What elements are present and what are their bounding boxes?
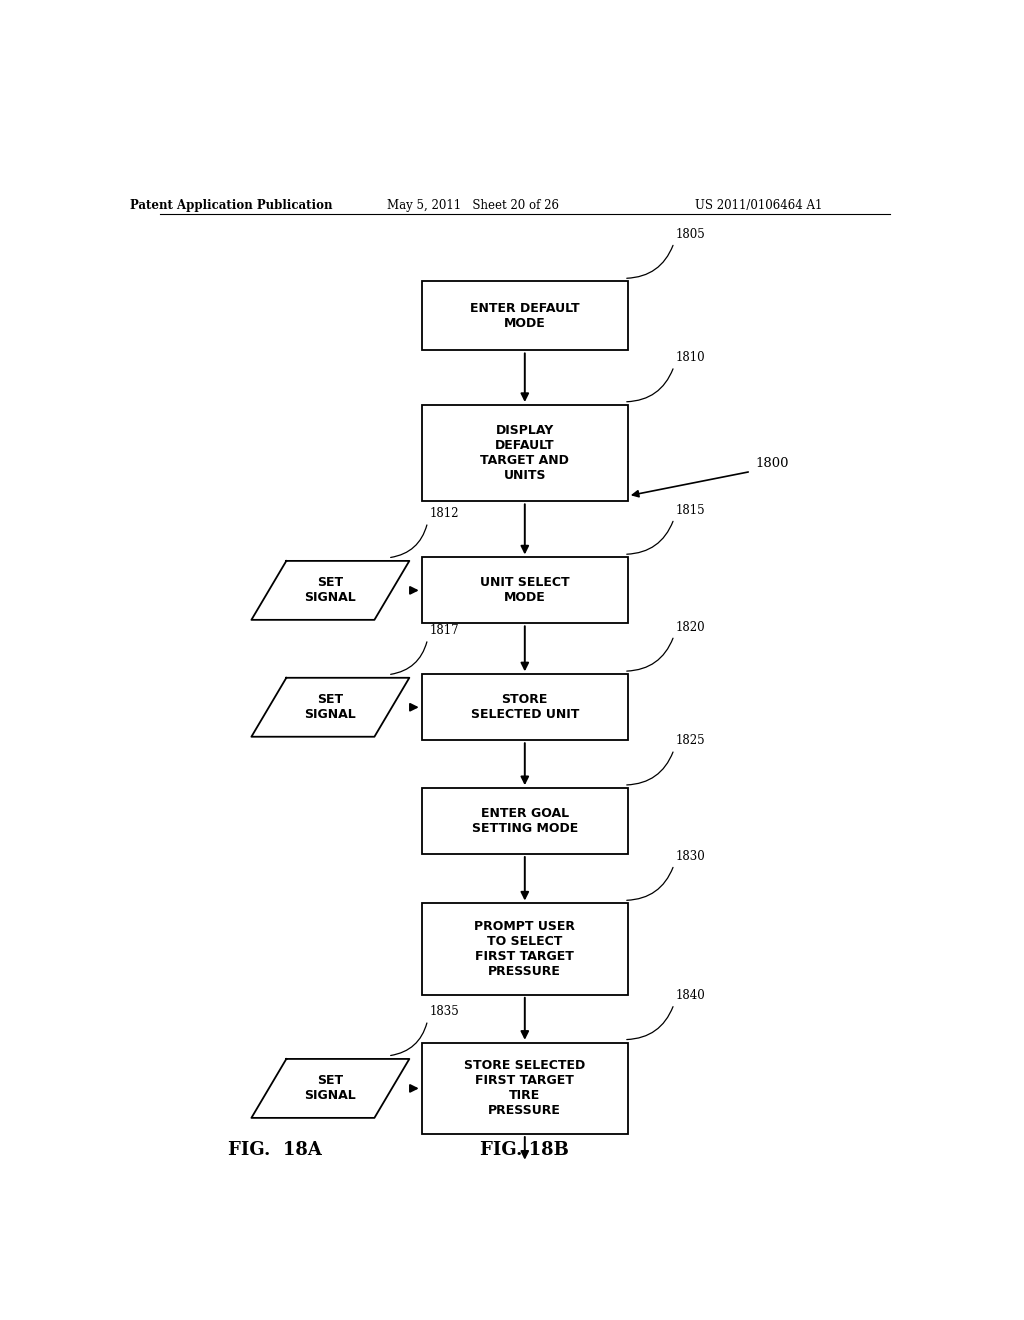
- Text: FIG. 18B: FIG. 18B: [480, 1142, 569, 1159]
- Text: Patent Application Publication: Patent Application Publication: [130, 199, 333, 213]
- Text: 1812: 1812: [429, 507, 459, 520]
- Text: 1800: 1800: [755, 457, 788, 470]
- Text: 1830: 1830: [676, 850, 706, 863]
- Text: SET
SIGNAL: SET SIGNAL: [304, 693, 356, 721]
- FancyBboxPatch shape: [422, 281, 628, 351]
- Text: 1815: 1815: [676, 504, 706, 516]
- Text: US 2011/0106464 A1: US 2011/0106464 A1: [695, 199, 822, 213]
- Text: ENTER DEFAULT
MODE: ENTER DEFAULT MODE: [470, 302, 580, 330]
- Text: PROMPT USER
TO SELECT
FIRST TARGET
PRESSURE: PROMPT USER TO SELECT FIRST TARGET PRESS…: [474, 920, 575, 978]
- FancyBboxPatch shape: [422, 405, 628, 502]
- Text: 1840: 1840: [676, 989, 706, 1002]
- Text: May 5, 2011   Sheet 20 of 26: May 5, 2011 Sheet 20 of 26: [387, 199, 559, 213]
- Text: 1805: 1805: [676, 228, 706, 240]
- Text: STORE
SELECTED UNIT: STORE SELECTED UNIT: [471, 693, 579, 721]
- Text: STORE SELECTED
FIRST TARGET
TIRE
PRESSURE: STORE SELECTED FIRST TARGET TIRE PRESSUR…: [464, 1060, 586, 1118]
- Polygon shape: [252, 561, 410, 620]
- Polygon shape: [252, 677, 410, 737]
- Text: 1810: 1810: [676, 351, 706, 364]
- FancyBboxPatch shape: [422, 788, 628, 854]
- FancyBboxPatch shape: [422, 557, 628, 623]
- FancyBboxPatch shape: [422, 675, 628, 741]
- Text: 1820: 1820: [676, 620, 706, 634]
- Text: UNIT SELECT
MODE: UNIT SELECT MODE: [480, 577, 569, 605]
- Text: SET
SIGNAL: SET SIGNAL: [304, 577, 356, 605]
- Text: 1835: 1835: [429, 1006, 459, 1018]
- Text: 1817: 1817: [429, 624, 459, 638]
- Text: DISPLAY
DEFAULT
TARGET AND
UNITS: DISPLAY DEFAULT TARGET AND UNITS: [480, 424, 569, 482]
- Text: 1825: 1825: [676, 734, 706, 747]
- FancyBboxPatch shape: [422, 903, 628, 995]
- Text: ENTER GOAL
SETTING MODE: ENTER GOAL SETTING MODE: [472, 807, 578, 836]
- Polygon shape: [252, 1059, 410, 1118]
- Text: SET
SIGNAL: SET SIGNAL: [304, 1074, 356, 1102]
- FancyBboxPatch shape: [422, 1043, 628, 1134]
- Text: FIG.  18A: FIG. 18A: [228, 1142, 322, 1159]
